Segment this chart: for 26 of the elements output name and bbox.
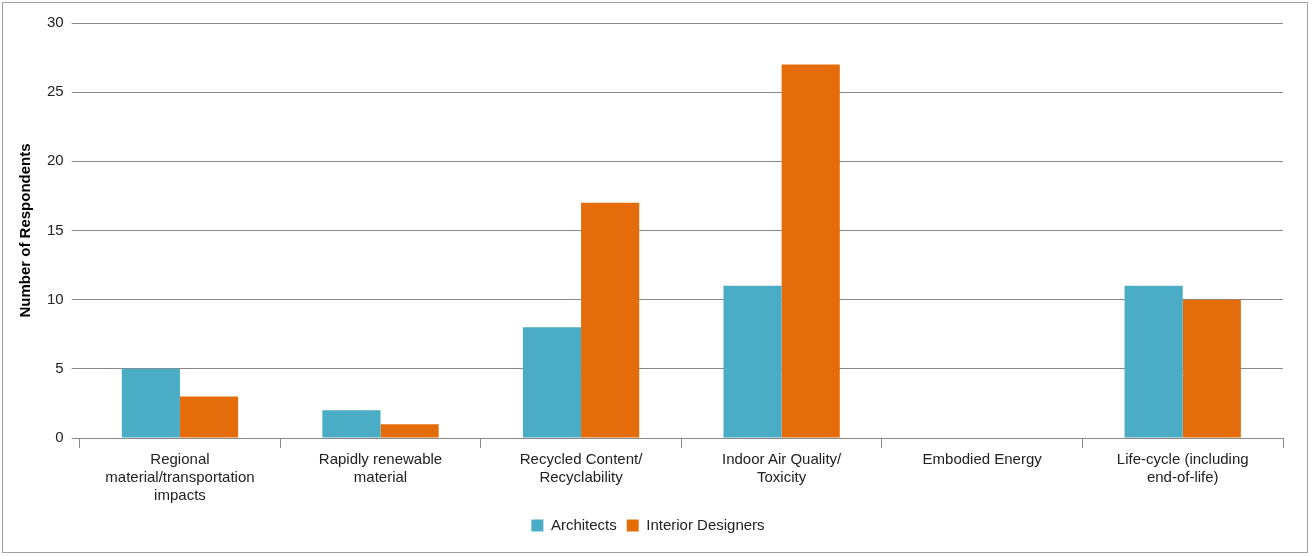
y-tick-label: 30 bbox=[47, 13, 64, 31]
bar bbox=[1124, 285, 1183, 438]
x-tick-label: Embodied Energy bbox=[922, 450, 1043, 468]
legend-label: Architects bbox=[550, 515, 617, 533]
y-tick-label: 10 bbox=[47, 289, 64, 307]
x-tick-label: Recycled Content/ Recyclability bbox=[519, 450, 644, 486]
y-tick-label: 25 bbox=[47, 82, 64, 100]
y-tick-label: 20 bbox=[47, 151, 64, 169]
bar bbox=[781, 64, 840, 438]
bar bbox=[581, 202, 640, 438]
bar bbox=[380, 424, 439, 438]
y-tick-label: 15 bbox=[47, 220, 64, 238]
x-tick-label: Life-cycle (including end-of-life) bbox=[1116, 450, 1249, 486]
y-tick-label: 0 bbox=[55, 428, 64, 446]
bar bbox=[121, 368, 180, 438]
bar bbox=[179, 396, 239, 438]
bar bbox=[723, 285, 782, 438]
bar bbox=[522, 327, 582, 438]
bar bbox=[1182, 299, 1241, 438]
bar bbox=[322, 410, 381, 438]
x-tick-label: Indoor Air Quality/ Toxicity bbox=[722, 450, 843, 486]
x-tick-label: Rapidly renewable material bbox=[318, 450, 443, 486]
legend-label: Interior Designers bbox=[646, 515, 765, 533]
x-tick-label: Regional material/transportation impacts bbox=[105, 450, 255, 504]
y-axis-title: Number of Respondents bbox=[16, 143, 34, 318]
y-tick-label: 5 bbox=[55, 358, 64, 376]
